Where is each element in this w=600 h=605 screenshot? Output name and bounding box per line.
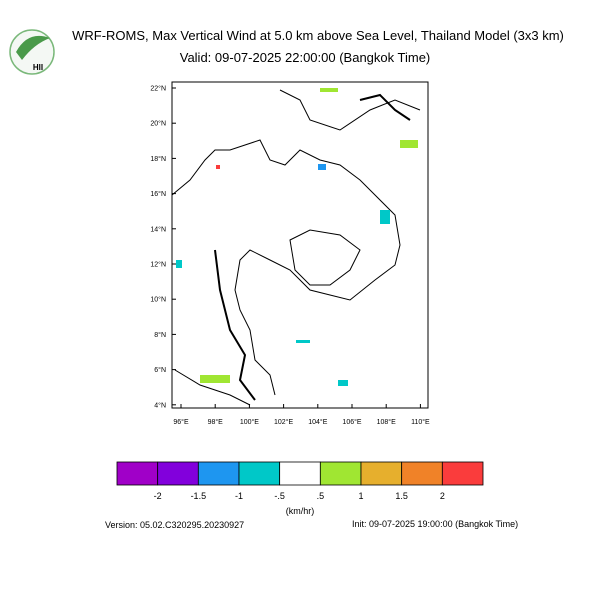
map-outlines [171,89,421,406]
coastline [214,249,256,401]
logo-text: HII [33,63,43,72]
lon-tick-label: 106°E [342,418,361,426]
lat-tick-label: 8°N [154,331,166,339]
speckle [216,165,220,169]
speckle [338,380,348,386]
colorbar-unit: (km/hr) [286,506,315,516]
lat-tick-label: 22°N [150,85,166,93]
colorbar-label: -2 [154,491,162,501]
colorbar: -2 -1.5 -1 -.5 .5 1 1.5 2 [116,461,484,501]
colorbar-label: .5 [317,491,325,501]
init-time: Init: 09-07-2025 19:00:00 (Bangkok Time) [352,519,518,529]
border [279,89,421,131]
speckle [200,375,230,383]
lat-tick-label: 10°N [150,296,166,304]
colorbar-swatch [319,461,362,486]
map-ticks: 96°E 98°E 100°E 102°E 104°E 106°E 108°E 110°E 22… [150,85,430,427]
logo: HII [9,29,55,75]
colorbar-swatch [401,461,443,486]
version: Version: 05.02.C320295.20230927 [105,520,244,530]
colorbar-label: -1 [235,491,243,501]
border [289,229,361,286]
wind-speckles [176,88,418,386]
speckle [296,340,310,343]
lat-tick-label: 18°N [150,155,166,163]
border [174,369,251,406]
lon-tick-label: 100°E [240,418,259,426]
map-frame [171,81,429,409]
colorbar-swatch [157,461,199,486]
colorbar-swatch [360,461,403,486]
colorbar-swatch [441,461,484,486]
coastline [359,93,411,121]
lon-tick-label: 104°E [308,418,327,426]
lat-tick-label: 4°N [154,401,166,409]
colorbar-swatch [197,461,240,486]
colorbar-swatch [116,461,159,486]
speckle [400,140,418,148]
lon-tick-label: 102°E [274,418,293,426]
colorbar-label: 1 [358,491,363,501]
lat-tick-label: 12°N [150,261,166,269]
colorbar-label: 2 [440,491,445,501]
lat-tick-label: 6°N [154,366,166,374]
border [171,139,401,396]
speckle [318,164,326,170]
speckle [380,210,390,224]
lon-tick-label: 96°E [173,418,189,426]
colorbar-label: -.5 [274,491,285,501]
subtitle: Valid: 09-07-2025 22:00:00 (Bangkok Time… [180,50,431,65]
lon-tick-label: 98°E [208,418,224,426]
lon-tick-label: 108°E [377,418,396,426]
lat-tick-label: 20°N [150,120,166,128]
lon-tick-label: 110°E [411,418,430,426]
colorbar-swatch [238,461,281,486]
title: WRF-ROMS, Max Vertical Wind at 5.0 km ab… [72,28,564,43]
lat-tick-label: 14°N [150,225,166,233]
map: 96°E 98°E 100°E 102°E 104°E 106°E 108°E 110°E 22… [150,81,430,427]
speckle [320,88,338,92]
logo-leaf [16,35,50,60]
speckle [176,260,182,268]
colorbar-swatch [279,461,321,486]
colorbar-label: 1.5 [395,491,408,501]
lat-tick-label: 16°N [150,190,166,198]
colorbar-label: -1.5 [191,491,207,501]
